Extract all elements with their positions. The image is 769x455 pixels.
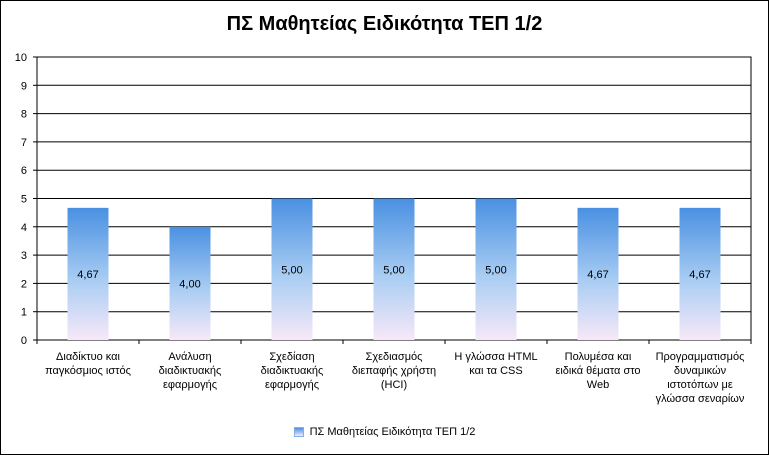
- bar: [679, 207, 721, 340]
- y-tick-label: 0: [21, 335, 27, 347]
- bar-value-label: 5,00: [485, 264, 506, 276]
- bar-value-label: 5,00: [281, 264, 302, 276]
- y-tick-label: 5: [21, 194, 27, 206]
- x-tick-label: Προγραμματισμός δυναμικών ιστοτόπων με γλώσ…: [656, 351, 745, 405]
- y-tick-label: 1: [21, 307, 27, 319]
- bar: [169, 226, 211, 340]
- x-tick-label: Η γλώσσα HTML και τα CSS: [454, 351, 537, 377]
- x-axis-labels: Διαδίκτυο και παγκόσμιος ιστός Ανάλυση διαδ…: [36, 340, 752, 405]
- bar-value-label: 4,67: [689, 269, 710, 281]
- bar-value-label: 4,67: [587, 269, 608, 281]
- y-tick-label: 8: [21, 109, 27, 121]
- y-axis-ticks: 0 1 2 3 4 5 6 7 8 9 10: [15, 52, 37, 347]
- bar-value-label: 4,67: [77, 269, 98, 281]
- y-tick-label: 9: [21, 80, 27, 92]
- y-tick-label: 4: [21, 222, 27, 234]
- x-tick-label: Σχεδιασμός διεπαφής χρήστη (HCI): [352, 351, 436, 391]
- x-tick-label: Σχεδίαση διαδικτυακής εφαρμογής: [261, 351, 324, 391]
- bar-value-label: 4,00: [179, 278, 200, 290]
- legend-swatch: [293, 427, 304, 438]
- legend-label: ΠΣ Μαθητείας Ειδικότητα ΤΕΠ 1/2: [309, 426, 476, 438]
- x-tick-label: Ανάλυση διαδικτυακής εφαρμογής: [159, 351, 222, 391]
- y-tick-label: 7: [21, 137, 27, 149]
- bar: [475, 198, 517, 340]
- bar: [67, 207, 109, 340]
- bar: [271, 198, 313, 340]
- chart-title: ΠΣ Μαθητείας Ειδικότητα ΤΕΠ 1/2: [226, 13, 543, 35]
- y-tick-label: 10: [15, 52, 27, 64]
- y-tick-label: 6: [21, 165, 27, 177]
- bars: 4,67 4,00 5,00 5,00 5,00 4,67 4,67: [67, 198, 721, 340]
- x-tick-label: Πολυμέσα και ειδικά θέματα στο Web: [555, 351, 640, 391]
- bar: [577, 207, 619, 340]
- bar-value-label: 5,00: [383, 264, 404, 276]
- y-tick-label: 3: [21, 250, 27, 262]
- y-tick-label: 2: [21, 278, 27, 290]
- legend: ΠΣ Μαθητείας Ειδικότητα ΤΕΠ 1/2: [1, 426, 768, 438]
- bar: [373, 198, 415, 340]
- x-tick-label: Διαδίκτυο και παγκόσμιος ιστός: [45, 351, 131, 377]
